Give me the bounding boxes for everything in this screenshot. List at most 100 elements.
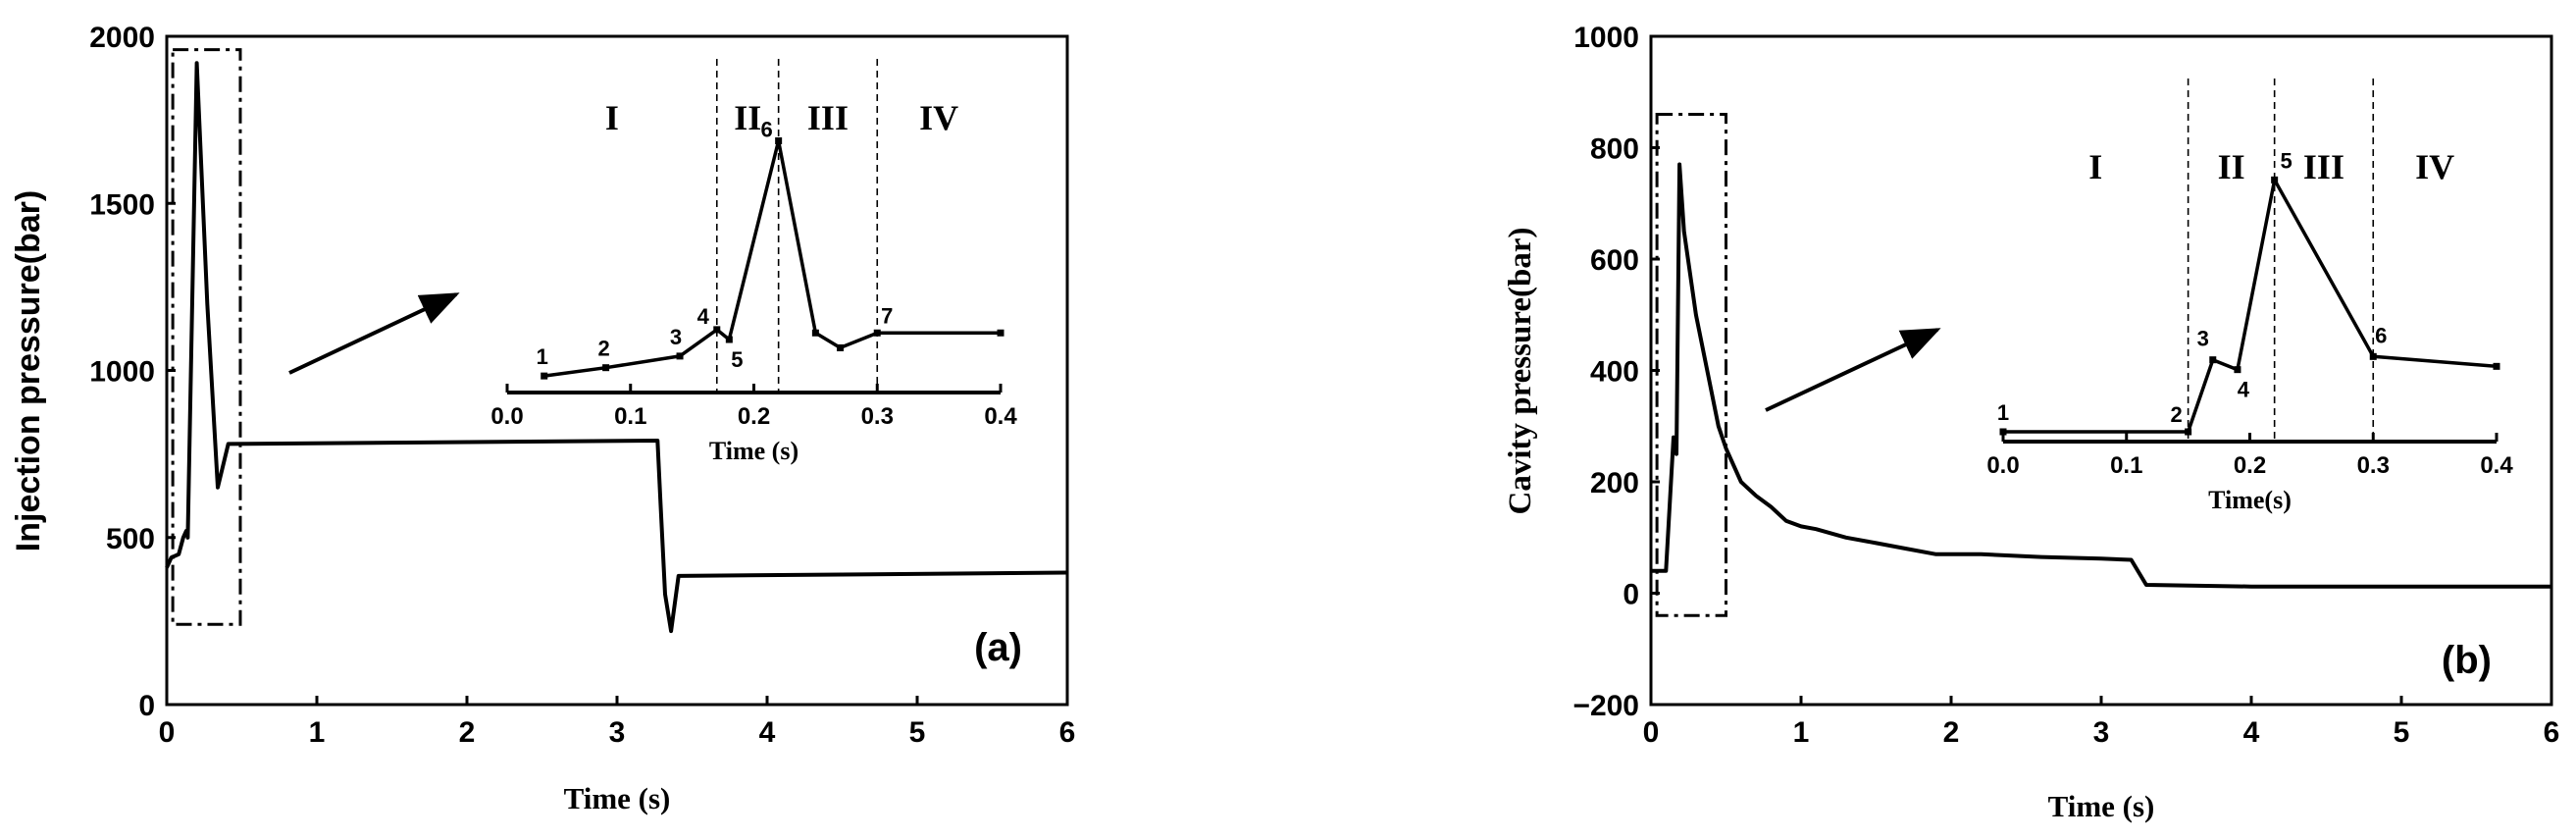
- inset-x-tick-label: 0.4: [984, 403, 1017, 430]
- inset-point-label: 5: [731, 347, 743, 372]
- y-tick-labels-a: 0 500 1000 1500 2000: [89, 22, 176, 722]
- y-tick-label: 1500: [89, 188, 155, 221]
- y-tick-label: 800: [1590, 133, 1639, 166]
- x-tick-label: 6: [1059, 716, 1076, 749]
- y-tick-label: 0: [1623, 579, 1639, 611]
- injection-pressure-line: [165, 61, 1068, 634]
- x-tick-label: 5: [909, 716, 926, 749]
- inset-point-label: 4: [2238, 378, 2250, 402]
- x-tick-label: 5: [2394, 716, 2410, 749]
- phase-label: II: [734, 98, 761, 137]
- inset-point-label: 4: [697, 304, 710, 329]
- y-tick-label: 400: [1590, 356, 1639, 389]
- panel-label-a: (a): [974, 626, 1022, 669]
- x-tick-label: 2: [459, 716, 476, 749]
- inset-curve: [543, 138, 1001, 378]
- inset-x-tick-label: 0.2: [738, 403, 770, 430]
- y-axis-label-a: Injection pressure(bar): [10, 190, 47, 551]
- phase-label: I: [2088, 147, 2102, 186]
- inset-point-marker: [2271, 176, 2279, 184]
- inset-point-marker: [2493, 362, 2500, 370]
- inset-x-axis-label: Time(s): [2208, 486, 2292, 514]
- inset-point-marker: [2185, 428, 2192, 436]
- cavity-pressure-line: [1651, 162, 2551, 589]
- y-tick-label: 200: [1590, 467, 1639, 499]
- inset-point-label: 2: [597, 337, 609, 361]
- zoom-box-a: [171, 48, 242, 626]
- phase-label: III: [807, 98, 849, 137]
- inset-point-label: 7: [881, 303, 893, 328]
- inset-point-marker: [775, 137, 783, 144]
- inset-x-tick-label: 0.0: [1986, 452, 2019, 479]
- inset-point-marker: [713, 326, 721, 334]
- inset-curve: [2003, 178, 2498, 434]
- y-axis-label-b: Cavity pressure(bar): [1503, 227, 1538, 514]
- inset-point-marker: [602, 364, 610, 372]
- x-tick-label: 4: [759, 716, 776, 749]
- inset-point-marker: [1999, 428, 2007, 436]
- inset-point-marker: [997, 329, 1005, 337]
- plot-frame-a: [165, 34, 1069, 707]
- phase-label: III: [2303, 147, 2344, 186]
- inset-point-label: 3: [2197, 327, 2209, 351]
- inset-point-label: 1: [1997, 400, 2009, 425]
- plot-frame-b: [1649, 34, 2553, 707]
- zoom-arrow-b: [1765, 328, 1941, 412]
- inset-x-tick-label: 0.0: [490, 403, 523, 430]
- inset-x-tick-label: 0.1: [2110, 452, 2142, 479]
- inset-point-marker: [676, 352, 684, 360]
- x-axis-label-a: Time (s): [564, 781, 671, 815]
- phase-label: II: [2218, 147, 2245, 186]
- inset-point-label: 2: [2171, 402, 2183, 427]
- x-tick-labels-b: 0 1 2 3 4 5 6: [1643, 696, 2560, 749]
- inset-x-axis-label: Time (s): [709, 437, 799, 465]
- x-tick-labels-a: 0 1 2 3 4 5 6: [159, 696, 1076, 749]
- x-axis-label-b: Time (s): [2048, 789, 2155, 823]
- inset-point-label: 5: [2281, 148, 2293, 173]
- y-tick-label: 600: [1590, 244, 1639, 277]
- x-tick-label: 2: [1943, 716, 1960, 749]
- inset-x-tick-label: 0.2: [2234, 452, 2266, 479]
- inset-x-tick-label: 0.4: [2480, 452, 2513, 479]
- y-tick-label: 0: [138, 690, 155, 722]
- x-tick-label: 1: [309, 716, 326, 749]
- inset-point-marker: [811, 329, 819, 337]
- x-tick-label: 0: [1643, 716, 1660, 749]
- y-tick-label: 1000: [89, 356, 155, 389]
- x-tick-label: 1: [1793, 716, 1810, 749]
- y-tick-label: 1000: [1573, 22, 1639, 54]
- inset-point-label: 6: [2375, 323, 2387, 347]
- y-tick-label: 500: [106, 523, 155, 555]
- zoom-box-b: [1655, 112, 1727, 617]
- zoom-arrow-a: [288, 292, 460, 375]
- inset-point-marker: [2234, 366, 2241, 374]
- y-tick-label: 2000: [89, 22, 155, 54]
- inset-point-marker: [2369, 352, 2377, 360]
- x-tick-label: 0: [159, 716, 176, 749]
- x-tick-label: 3: [609, 716, 626, 749]
- phase-label: IV: [2415, 147, 2454, 186]
- inset-point-marker: [837, 343, 845, 351]
- phase-label: I: [605, 98, 619, 137]
- phase-label: IV: [919, 98, 958, 137]
- inset-point-marker: [2209, 356, 2217, 364]
- panel-label-b: (b): [2442, 639, 2492, 682]
- x-tick-label: 3: [2093, 716, 2110, 749]
- inset-x-tick-label: 0.1: [614, 403, 646, 430]
- inset-point-marker: [725, 336, 733, 343]
- inset-x-tick-label: 0.3: [861, 403, 894, 430]
- inset-x-tick-label: 0.3: [2357, 452, 2390, 479]
- inset-point-marker: [541, 372, 548, 380]
- inset-point-label: 3: [670, 325, 682, 349]
- y-tick-labels-b: −200 0 200 400 600 800 1000: [1572, 22, 1660, 722]
- inset-point-label: 1: [537, 344, 548, 369]
- x-tick-label: 6: [2544, 716, 2560, 749]
- inset-point-label: 6: [761, 118, 773, 142]
- x-tick-label: 4: [2243, 716, 2260, 749]
